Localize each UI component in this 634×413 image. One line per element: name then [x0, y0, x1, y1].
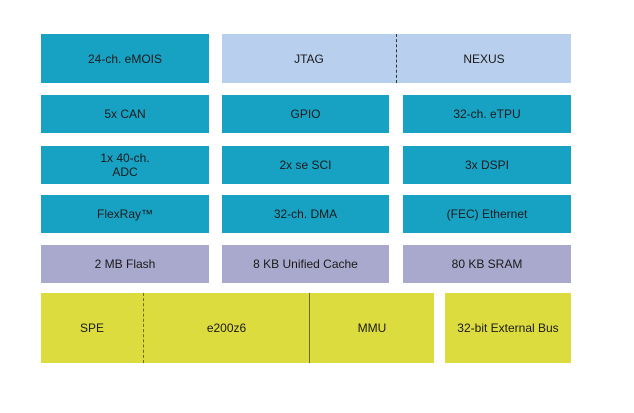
- jtag-label: JTAG: [294, 51, 324, 66]
- ethernet-label: (FEC) Ethernet: [446, 207, 528, 221]
- dma-label: 32-ch. DMA: [273, 207, 338, 221]
- flexray-label: FlexRay™: [96, 207, 153, 221]
- dma-block: 32-ch. DMA: [222, 195, 389, 233]
- e200z6-label: e200z6: [206, 321, 247, 335]
- sram-label: 80 KB SRAM: [451, 257, 523, 271]
- can-label: 5x CAN: [104, 107, 146, 121]
- flash-block: 2 MB Flash: [41, 245, 209, 283]
- can-block: 5x CAN: [41, 95, 209, 133]
- sram-block: 80 KB SRAM: [403, 245, 571, 283]
- emios-block: 24-ch. eMOIS: [41, 34, 209, 83]
- dspi-block: 3x DSPI: [403, 146, 571, 184]
- sci-label: 2x se SCI: [279, 158, 332, 172]
- adc-label-line2: ADC: [112, 165, 138, 179]
- external-bus-block: 32-bit External Bus: [445, 293, 571, 363]
- spe-label: SPE: [79, 321, 104, 335]
- spe-section: SPE: [41, 293, 144, 363]
- jtag-section: JTAG: [222, 34, 397, 83]
- flash-label: 2 MB Flash: [94, 257, 156, 271]
- cache-block: 8 KB Unified Cache: [222, 245, 389, 283]
- core-block: SPE e200z6 MMU: [41, 293, 434, 363]
- gpio-block: GPIO: [222, 95, 389, 133]
- sci-block: 2x se SCI: [222, 146, 389, 184]
- etpu-label: 32-ch. eTPU: [453, 107, 521, 121]
- mmu-section: MMU: [310, 293, 434, 363]
- dspi-label: 3x DSPI: [464, 158, 509, 172]
- mmu-label: MMU: [357, 321, 387, 335]
- adc-block: 1x 40-ch. ADC: [41, 146, 209, 184]
- nexus-label: NEXUS: [463, 51, 505, 66]
- external-bus-label: 32-bit External Bus: [457, 321, 559, 335]
- debug-block: JTAG NEXUS: [222, 34, 571, 83]
- emios-label: 24-ch. eMOIS: [87, 51, 163, 66]
- cache-label: 8 KB Unified Cache: [253, 257, 358, 271]
- etpu-block: 32-ch. eTPU: [403, 95, 571, 133]
- adc-label-line1: 1x 40-ch.: [100, 151, 150, 165]
- gpio-label: GPIO: [290, 107, 321, 121]
- nexus-section: NEXUS: [397, 34, 571, 83]
- e200z6-section: e200z6: [144, 293, 310, 363]
- ethernet-block: (FEC) Ethernet: [403, 195, 571, 233]
- flexray-block: FlexRay™: [41, 195, 209, 233]
